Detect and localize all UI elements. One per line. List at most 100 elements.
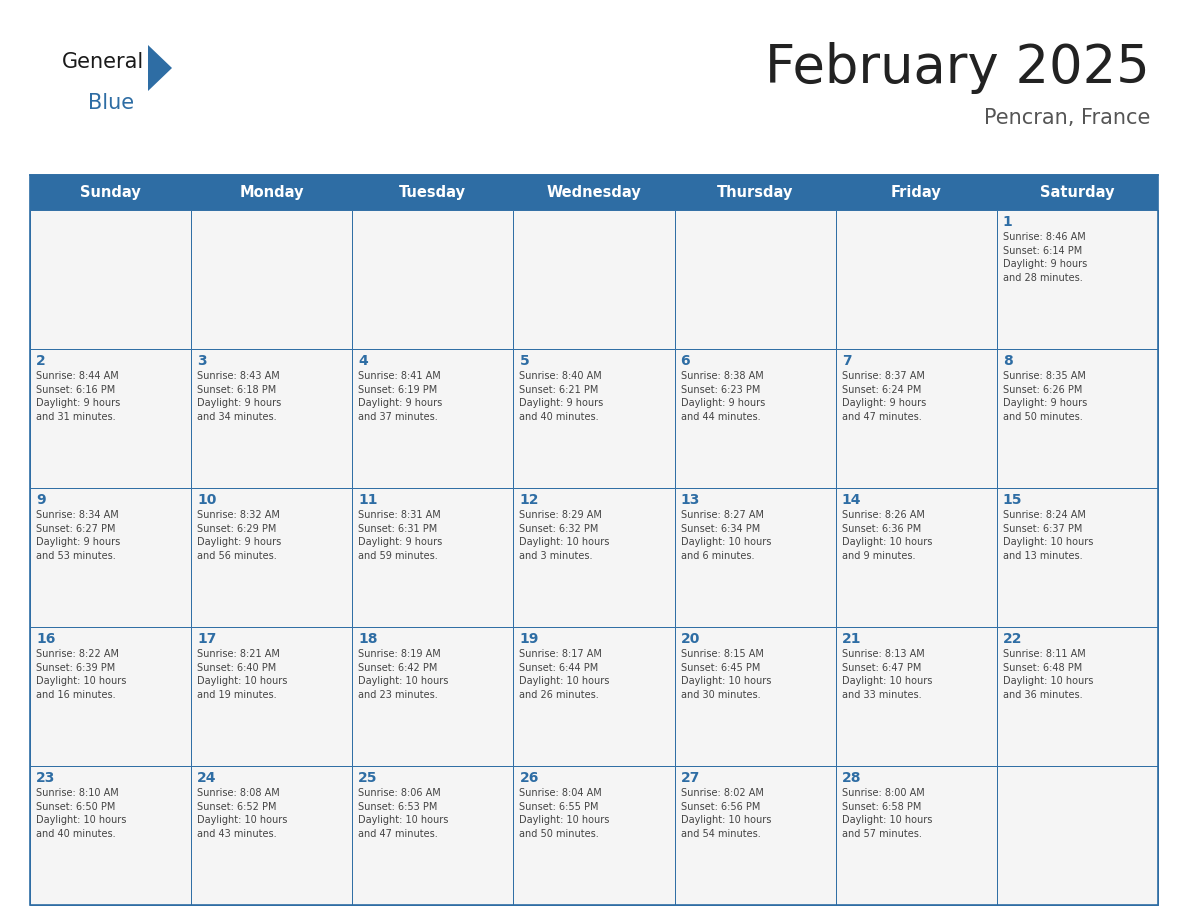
Text: 20: 20 [681, 632, 700, 646]
Text: Sunrise: 8:15 AM
Sunset: 6:45 PM
Daylight: 10 hours
and 30 minutes.: Sunrise: 8:15 AM Sunset: 6:45 PM Dayligh… [681, 649, 771, 700]
Text: Sunrise: 8:34 AM
Sunset: 6:27 PM
Daylight: 9 hours
and 53 minutes.: Sunrise: 8:34 AM Sunset: 6:27 PM Dayligh… [36, 510, 120, 561]
Text: 19: 19 [519, 632, 539, 646]
Bar [675, 766, 835, 905]
Text: 12: 12 [519, 493, 539, 507]
Text: Pencran, France: Pencran, France [984, 108, 1150, 128]
Bar [513, 210, 675, 349]
Text: 4: 4 [359, 354, 368, 368]
Bar [997, 349, 1158, 488]
Bar [835, 210, 997, 349]
Text: Sunrise: 8:11 AM
Sunset: 6:48 PM
Daylight: 10 hours
and 36 minutes.: Sunrise: 8:11 AM Sunset: 6:48 PM Dayligh… [1003, 649, 1093, 700]
Text: 7: 7 [842, 354, 852, 368]
Text: 16: 16 [36, 632, 56, 646]
Text: 14: 14 [842, 493, 861, 507]
Text: Sunrise: 8:44 AM
Sunset: 6:16 PM
Daylight: 9 hours
and 31 minutes.: Sunrise: 8:44 AM Sunset: 6:16 PM Dayligh… [36, 371, 120, 421]
Text: Friday: Friday [891, 185, 942, 200]
Bar [675, 210, 835, 349]
Text: 3: 3 [197, 354, 207, 368]
Bar [30, 349, 191, 488]
Text: Sunrise: 8:17 AM
Sunset: 6:44 PM
Daylight: 10 hours
and 26 minutes.: Sunrise: 8:17 AM Sunset: 6:44 PM Dayligh… [519, 649, 609, 700]
Bar [30, 766, 191, 905]
Bar [675, 349, 835, 488]
Text: Sunrise: 8:41 AM
Sunset: 6:19 PM
Daylight: 9 hours
and 37 minutes.: Sunrise: 8:41 AM Sunset: 6:19 PM Dayligh… [359, 371, 443, 421]
Text: 17: 17 [197, 632, 216, 646]
Text: 2: 2 [36, 354, 46, 368]
Bar [835, 766, 997, 905]
Text: 26: 26 [519, 771, 539, 785]
Text: February 2025: February 2025 [765, 42, 1150, 94]
Text: 10: 10 [197, 493, 216, 507]
Text: Sunrise: 8:46 AM
Sunset: 6:14 PM
Daylight: 9 hours
and 28 minutes.: Sunrise: 8:46 AM Sunset: 6:14 PM Dayligh… [1003, 232, 1087, 283]
Text: Sunrise: 8:13 AM
Sunset: 6:47 PM
Daylight: 10 hours
and 33 minutes.: Sunrise: 8:13 AM Sunset: 6:47 PM Dayligh… [842, 649, 933, 700]
Text: Sunrise: 8:32 AM
Sunset: 6:29 PM
Daylight: 9 hours
and 56 minutes.: Sunrise: 8:32 AM Sunset: 6:29 PM Dayligh… [197, 510, 282, 561]
Bar [997, 210, 1158, 349]
Bar [191, 349, 353, 488]
Text: Sunrise: 8:26 AM
Sunset: 6:36 PM
Daylight: 10 hours
and 9 minutes.: Sunrise: 8:26 AM Sunset: 6:36 PM Dayligh… [842, 510, 933, 561]
Bar [30, 488, 191, 627]
Text: Wednesday: Wednesday [546, 185, 642, 200]
Bar [997, 627, 1158, 766]
Text: Sunrise: 8:24 AM
Sunset: 6:37 PM
Daylight: 10 hours
and 13 minutes.: Sunrise: 8:24 AM Sunset: 6:37 PM Dayligh… [1003, 510, 1093, 561]
Text: 5: 5 [519, 354, 529, 368]
Text: 1: 1 [1003, 215, 1012, 229]
Bar [191, 627, 353, 766]
Bar [353, 488, 513, 627]
Bar [30, 627, 191, 766]
Polygon shape [148, 45, 172, 91]
Bar [191, 210, 353, 349]
Text: Sunrise: 8:22 AM
Sunset: 6:39 PM
Daylight: 10 hours
and 16 minutes.: Sunrise: 8:22 AM Sunset: 6:39 PM Dayligh… [36, 649, 126, 700]
Text: Sunrise: 8:00 AM
Sunset: 6:58 PM
Daylight: 10 hours
and 57 minutes.: Sunrise: 8:00 AM Sunset: 6:58 PM Dayligh… [842, 788, 933, 839]
Text: Sunday: Sunday [81, 185, 141, 200]
Text: Sunrise: 8:02 AM
Sunset: 6:56 PM
Daylight: 10 hours
and 54 minutes.: Sunrise: 8:02 AM Sunset: 6:56 PM Dayligh… [681, 788, 771, 839]
Bar [191, 488, 353, 627]
Text: Sunrise: 8:08 AM
Sunset: 6:52 PM
Daylight: 10 hours
and 43 minutes.: Sunrise: 8:08 AM Sunset: 6:52 PM Dayligh… [197, 788, 287, 839]
Bar [997, 766, 1158, 905]
Text: Sunrise: 8:19 AM
Sunset: 6:42 PM
Daylight: 10 hours
and 23 minutes.: Sunrise: 8:19 AM Sunset: 6:42 PM Dayligh… [359, 649, 449, 700]
Bar [997, 488, 1158, 627]
Text: Saturday: Saturday [1041, 185, 1114, 200]
Text: Monday: Monday [240, 185, 304, 200]
Text: Sunrise: 8:04 AM
Sunset: 6:55 PM
Daylight: 10 hours
and 50 minutes.: Sunrise: 8:04 AM Sunset: 6:55 PM Dayligh… [519, 788, 609, 839]
Text: Sunrise: 8:06 AM
Sunset: 6:53 PM
Daylight: 10 hours
and 47 minutes.: Sunrise: 8:06 AM Sunset: 6:53 PM Dayligh… [359, 788, 449, 839]
Bar [835, 488, 997, 627]
Text: General: General [62, 52, 144, 72]
Bar [191, 766, 353, 905]
Bar [30, 175, 1158, 905]
Text: 28: 28 [842, 771, 861, 785]
Text: Thursday: Thursday [716, 185, 794, 200]
Text: Sunrise: 8:43 AM
Sunset: 6:18 PM
Daylight: 9 hours
and 34 minutes.: Sunrise: 8:43 AM Sunset: 6:18 PM Dayligh… [197, 371, 282, 421]
Text: Sunrise: 8:38 AM
Sunset: 6:23 PM
Daylight: 9 hours
and 44 minutes.: Sunrise: 8:38 AM Sunset: 6:23 PM Dayligh… [681, 371, 765, 421]
Text: 13: 13 [681, 493, 700, 507]
Bar [513, 349, 675, 488]
Bar [513, 627, 675, 766]
Bar [675, 488, 835, 627]
Text: 18: 18 [359, 632, 378, 646]
Text: 22: 22 [1003, 632, 1023, 646]
Bar [353, 766, 513, 905]
Text: Sunrise: 8:10 AM
Sunset: 6:50 PM
Daylight: 10 hours
and 40 minutes.: Sunrise: 8:10 AM Sunset: 6:50 PM Dayligh… [36, 788, 126, 839]
Bar [835, 349, 997, 488]
Text: 6: 6 [681, 354, 690, 368]
Text: Blue: Blue [88, 93, 134, 113]
Text: Sunrise: 8:31 AM
Sunset: 6:31 PM
Daylight: 9 hours
and 59 minutes.: Sunrise: 8:31 AM Sunset: 6:31 PM Dayligh… [359, 510, 443, 561]
Bar [353, 349, 513, 488]
Bar [835, 627, 997, 766]
Text: Sunrise: 8:29 AM
Sunset: 6:32 PM
Daylight: 10 hours
and 3 minutes.: Sunrise: 8:29 AM Sunset: 6:32 PM Dayligh… [519, 510, 609, 561]
Bar [353, 210, 513, 349]
Text: 8: 8 [1003, 354, 1012, 368]
Text: 15: 15 [1003, 493, 1023, 507]
Text: 11: 11 [359, 493, 378, 507]
Bar [30, 210, 191, 349]
Text: Sunrise: 8:35 AM
Sunset: 6:26 PM
Daylight: 9 hours
and 50 minutes.: Sunrise: 8:35 AM Sunset: 6:26 PM Dayligh… [1003, 371, 1087, 421]
Text: Tuesday: Tuesday [399, 185, 467, 200]
Text: Sunrise: 8:21 AM
Sunset: 6:40 PM
Daylight: 10 hours
and 19 minutes.: Sunrise: 8:21 AM Sunset: 6:40 PM Dayligh… [197, 649, 287, 700]
Text: Sunrise: 8:40 AM
Sunset: 6:21 PM
Daylight: 9 hours
and 40 minutes.: Sunrise: 8:40 AM Sunset: 6:21 PM Dayligh… [519, 371, 604, 421]
Bar [513, 488, 675, 627]
Text: 25: 25 [359, 771, 378, 785]
Text: 24: 24 [197, 771, 216, 785]
Bar [30, 175, 1158, 210]
Text: Sunrise: 8:27 AM
Sunset: 6:34 PM
Daylight: 10 hours
and 6 minutes.: Sunrise: 8:27 AM Sunset: 6:34 PM Dayligh… [681, 510, 771, 561]
Text: 21: 21 [842, 632, 861, 646]
Text: 27: 27 [681, 771, 700, 785]
Text: Sunrise: 8:37 AM
Sunset: 6:24 PM
Daylight: 9 hours
and 47 minutes.: Sunrise: 8:37 AM Sunset: 6:24 PM Dayligh… [842, 371, 925, 421]
